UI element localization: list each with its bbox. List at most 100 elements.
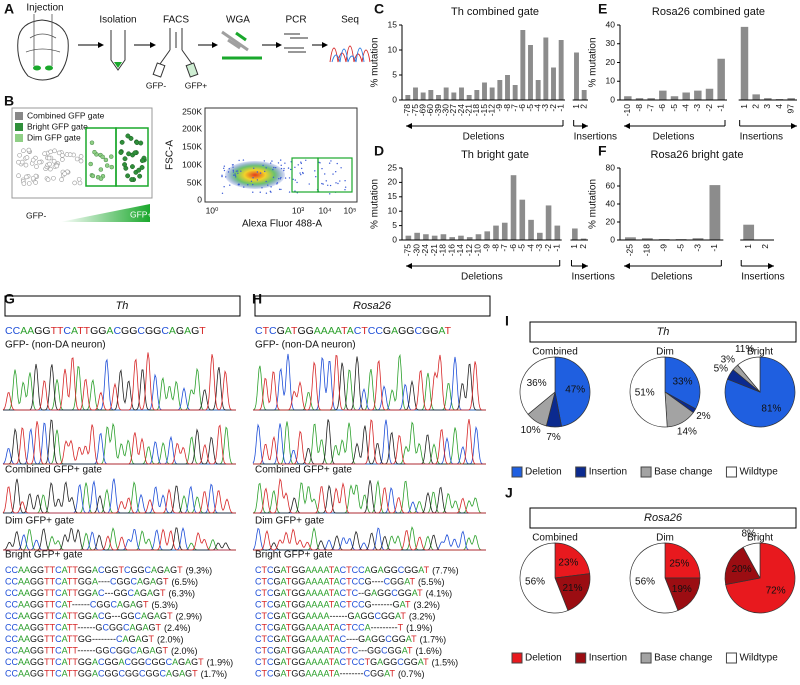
cell — [78, 158, 84, 164]
panel-label: F — [598, 143, 607, 159]
event — [278, 188, 281, 191]
bar — [743, 224, 755, 240]
x-tick-label: -6 — [508, 244, 518, 252]
event — [340, 167, 342, 169]
chromatogram-trace — [252, 419, 486, 465]
y-tick-label: 0 — [610, 234, 615, 244]
gene-title: Rosa26 — [353, 300, 392, 312]
y-tick-label: 40 — [606, 19, 616, 29]
annotation: Insertions — [571, 272, 614, 283]
workflow-diagram: Injection Isolation FACS GFP- GFP+ WGA P… — [17, 3, 371, 90]
chromatogram-trace — [253, 419, 486, 465]
allele-frequency: (1.7%) — [201, 669, 228, 679]
cell — [47, 161, 52, 167]
cell — [34, 164, 39, 169]
event — [236, 170, 239, 172]
y-tick-label: 80 — [606, 162, 616, 172]
y-tick-label: 20 — [606, 57, 616, 67]
legend-swatch — [15, 123, 23, 131]
gradient-label: GFP+ — [130, 209, 152, 219]
x-tick-label: -9 — [494, 104, 504, 112]
event — [261, 187, 263, 189]
x-tick-label: -18 — [438, 244, 448, 257]
arrowhead — [406, 263, 412, 269]
event — [269, 190, 272, 193]
event — [277, 162, 280, 164]
event — [272, 176, 275, 179]
event — [234, 174, 236, 177]
allele-sequence: CTCGATGGAAAATACTCCTGAGGCGGAT — [255, 657, 429, 667]
x-tick-label: -3 — [540, 104, 550, 112]
reference-sequence: CCAAGGTTCATTGGACGGCGGCAGAGT — [5, 325, 206, 337]
bar — [625, 237, 636, 240]
data-label: 23% — [558, 557, 578, 568]
allele-sequence: CCAAGGTTCATT------GGCGGCAGAGT — [5, 646, 169, 656]
pie-slice — [554, 573, 591, 611]
legend-label: Deletion — [525, 653, 562, 664]
data-label: 8% — [741, 529, 756, 540]
y-tick-label: 5 — [392, 220, 397, 230]
annotation: Deletions — [461, 272, 503, 283]
allele-sequence: CCAAGGTTCATTGGACG---GGCAGAGT — [5, 611, 173, 621]
allele-sequence: CTCGATGGAAAATACTC--GAGGCGGAT — [255, 588, 423, 598]
allele-sequence: CTCGATGGAAAATACTCCG-------GAT — [255, 600, 411, 610]
event — [227, 171, 230, 173]
y-axis-label: % mutation — [588, 37, 599, 87]
bar — [440, 234, 447, 240]
y-tick-label: 150K — [182, 141, 202, 151]
x-tick-label: -7 — [499, 244, 509, 252]
arrowhead — [624, 263, 630, 269]
bar — [528, 45, 533, 100]
pie-title: Dim — [656, 347, 674, 358]
data-label: 3% — [721, 354, 736, 365]
event — [221, 175, 223, 178]
event — [265, 180, 267, 183]
x-tick-label: 1 — [569, 244, 579, 249]
x-tick-label: -12 — [486, 104, 496, 117]
bar — [428, 90, 434, 100]
y-tick-label: 25 — [388, 162, 398, 172]
y-axis-label: % mutation — [370, 179, 381, 229]
cell — [138, 140, 144, 146]
pie-title: Bright — [747, 347, 773, 358]
event — [223, 165, 226, 167]
allele-frequency: (5.3%) — [152, 600, 179, 610]
bar — [572, 228, 578, 240]
tube — [152, 62, 166, 78]
bar — [705, 88, 714, 100]
pie-slice — [554, 542, 591, 579]
allele-frequency: (7.7%) — [432, 565, 459, 575]
bar — [764, 98, 772, 100]
data-label: 72% — [766, 586, 786, 597]
arrowhead — [98, 42, 104, 48]
chromatogram-trace — [252, 479, 486, 514]
y-tick-label: 0 — [392, 94, 397, 104]
cell — [74, 156, 80, 162]
cell — [126, 151, 132, 157]
x-tick-label: -1 — [555, 104, 565, 112]
cell — [90, 173, 96, 179]
event — [270, 186, 272, 188]
pie-slice — [629, 356, 668, 428]
event — [279, 159, 282, 161]
allele-frequency: (6.3%) — [169, 588, 196, 598]
event — [250, 180, 253, 183]
legend-label: Combined GFP gate — [27, 110, 105, 120]
chart-title: Th combined gate — [451, 6, 539, 18]
event — [284, 177, 287, 179]
cell — [30, 157, 36, 163]
allele-sequence: CTCGATGGAAAATACTC---GGCGGAT — [255, 646, 413, 656]
bar — [574, 52, 579, 100]
data-label: 20% — [732, 564, 752, 575]
allele-frequency: (0.7%) — [398, 669, 425, 679]
step-label: FACS — [163, 15, 189, 26]
y-tick-label: 20 — [606, 216, 616, 226]
pie-title: Combined — [532, 347, 578, 358]
data-label: 2% — [696, 411, 711, 422]
event — [280, 176, 282, 179]
x-tick-label: -18 — [642, 244, 652, 257]
bar — [551, 67, 556, 100]
event — [319, 162, 321, 164]
allele-frequency: (1.6%) — [416, 646, 443, 656]
facs-events — [221, 159, 347, 195]
